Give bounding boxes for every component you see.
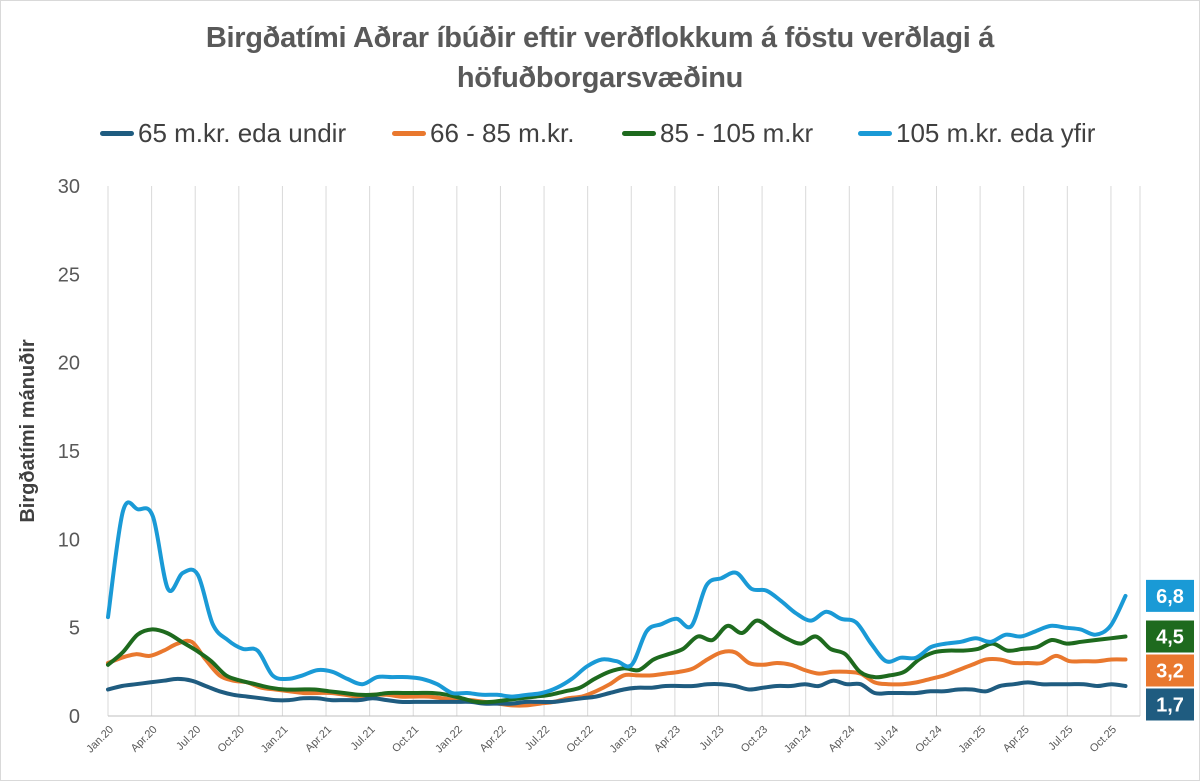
x-tick-label-11: Oct.22 (564, 724, 595, 755)
legend-swatch-series-4 (858, 131, 892, 136)
end-label-value-2: 3,2 (1156, 661, 1184, 683)
chart-title: Birgðatími Aðrar íbúðir eftir verðflokku… (205, 22, 995, 94)
end-label-box-3 (1146, 620, 1194, 653)
y-axis-label: Birgðatími mánuðir (17, 339, 39, 523)
end-label-value-3: 4,5 (1156, 627, 1184, 649)
x-tick-label-9: Apr.22 (478, 724, 509, 755)
x-tick-label-23: Oct.25 (1088, 724, 1119, 755)
x-tick-label-17: Apr.24 (826, 724, 857, 755)
legend-label-series-3: 85 - 105 m.kr (660, 118, 814, 148)
series-line-4 (106, 500, 1128, 699)
x-tick-label-16: Jan.24 (782, 724, 814, 756)
legend-label-series-1: 65 m.kr. eda undir (138, 118, 347, 148)
x-tick-label-3: Oct.20 (216, 724, 247, 755)
y-tick-label-5: 5 (69, 618, 80, 640)
end-label-box-2 (1146, 654, 1194, 687)
x-tick-label-6: Jul.21 (349, 724, 378, 753)
x-tick-label-4: Jan.21 (259, 724, 291, 756)
legend-swatch-series-1 (100, 131, 134, 136)
x-tick-label-1: Apr.20 (129, 724, 160, 755)
x-tick-label-5: Apr.21 (303, 724, 334, 755)
x-tick-label-19: Oct.24 (913, 724, 944, 755)
legend-item-series-3[interactable]: 85 - 105 m.kr (622, 118, 813, 149)
x-tick-label-18: Jul.24 (872, 724, 901, 753)
y-tick-label-15: 15 (58, 441, 80, 463)
x-tick-label-2: Jul.20 (174, 724, 203, 753)
y-tick-label-0: 0 (69, 706, 80, 728)
series-line-3 (106, 618, 1128, 705)
end-label-value-1: 1,7 (1156, 695, 1184, 717)
x-tick-label-21: Apr.25 (1001, 724, 1032, 755)
x-tick-label-10: Jul.22 (523, 724, 552, 753)
y-tick-label-30: 30 (58, 176, 80, 198)
x-tick-label-20: Jan.25 (956, 724, 988, 756)
end-label-value-4: 6,8 (1156, 586, 1184, 608)
x-tick-label-8: Jan.22 (433, 724, 465, 756)
y-tick-label-20: 20 (58, 353, 80, 375)
legend-label-series-4: 105 m.kr. eda yfir (896, 118, 1096, 148)
x-tick-label-15: Oct.23 (739, 724, 770, 755)
y-tick-label-10: 10 (58, 529, 80, 551)
legend-item-series-4[interactable]: 105 m.kr. eda yfir (858, 118, 1095, 149)
legend-swatch-series-3 (622, 131, 656, 136)
y-tick-label-25: 25 (58, 264, 80, 286)
legend-label-series-2: 66 - 85 m.kr. (430, 118, 575, 148)
end-label-box-1 (1146, 688, 1194, 721)
x-tick-label-22: Jul.25 (1046, 724, 1075, 753)
legend-item-series-2[interactable]: 66 - 85 m.kr. (392, 118, 575, 149)
legend: 65 m.kr. eda undir 66 - 85 m.kr. 85 - 10… (0, 118, 1200, 158)
legend-item-series-1[interactable]: 65 m.kr. eda undir (100, 118, 346, 149)
x-tick-label-7: Oct.21 (390, 724, 421, 755)
x-tick-label-0: Jan.20 (84, 724, 116, 756)
x-tick-label-13: Apr.23 (652, 724, 683, 755)
x-tick-label-12: Jan.23 (608, 724, 640, 756)
legend-swatch-series-2 (392, 131, 426, 136)
x-tick-label-14: Jul.23 (697, 724, 726, 753)
series-line-1 (106, 676, 1128, 706)
end-label-box-4 (1146, 579, 1194, 612)
